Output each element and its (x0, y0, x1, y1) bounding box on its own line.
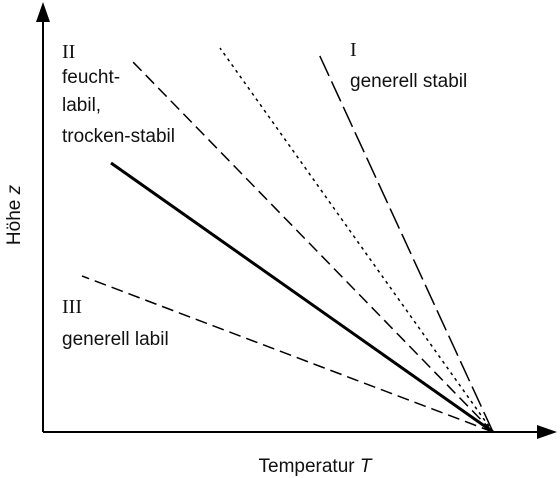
x-axis-arrow (537, 425, 557, 439)
y-label-variable: z (4, 184, 25, 195)
line-dry-adiabatic (132, 61, 494, 433)
region-numeral: I (350, 39, 357, 61)
x-label-variable: T (360, 456, 373, 477)
y-axis-label: Höhe z (4, 184, 25, 245)
x-label-text: Temperatur (259, 456, 356, 477)
region-label: labil, (62, 95, 101, 116)
y-label-text: Höhe (4, 200, 25, 245)
x-axis-label: Temperatur T (259, 456, 373, 477)
line-stable (317, 51, 494, 433)
y-axis-arrow (36, 2, 50, 22)
region-numeral: II (62, 41, 75, 63)
region-label: generell stabil (350, 71, 467, 92)
region-label: feucht- (62, 67, 120, 88)
region-label: trocken-stabil (62, 126, 175, 147)
region-label: generell labil (62, 329, 169, 350)
line-actual (110, 161, 494, 434)
line-dotted (219, 47, 494, 433)
line-unstable (81, 275, 494, 433)
region-numeral: III (62, 296, 82, 318)
